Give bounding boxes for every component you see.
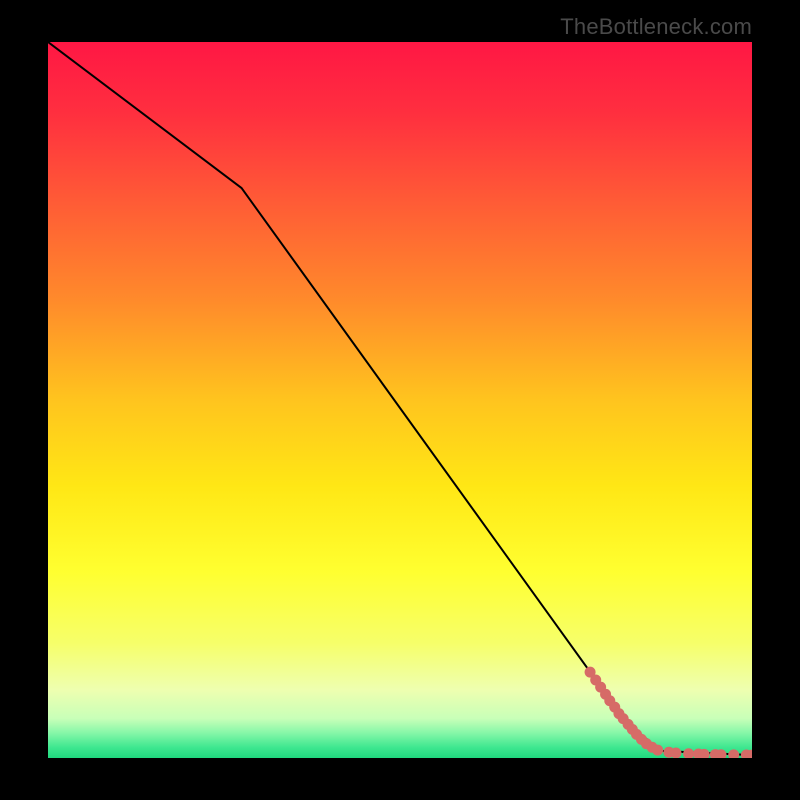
gradient-background — [48, 42, 752, 758]
watermark-text: TheBottleneck.com — [560, 14, 752, 40]
scatter-point — [670, 747, 681, 758]
chart-frame: TheBottleneck.com — [0, 0, 800, 800]
plot-area — [48, 42, 752, 758]
scatter-point — [652, 745, 663, 756]
plot-svg — [48, 42, 752, 758]
